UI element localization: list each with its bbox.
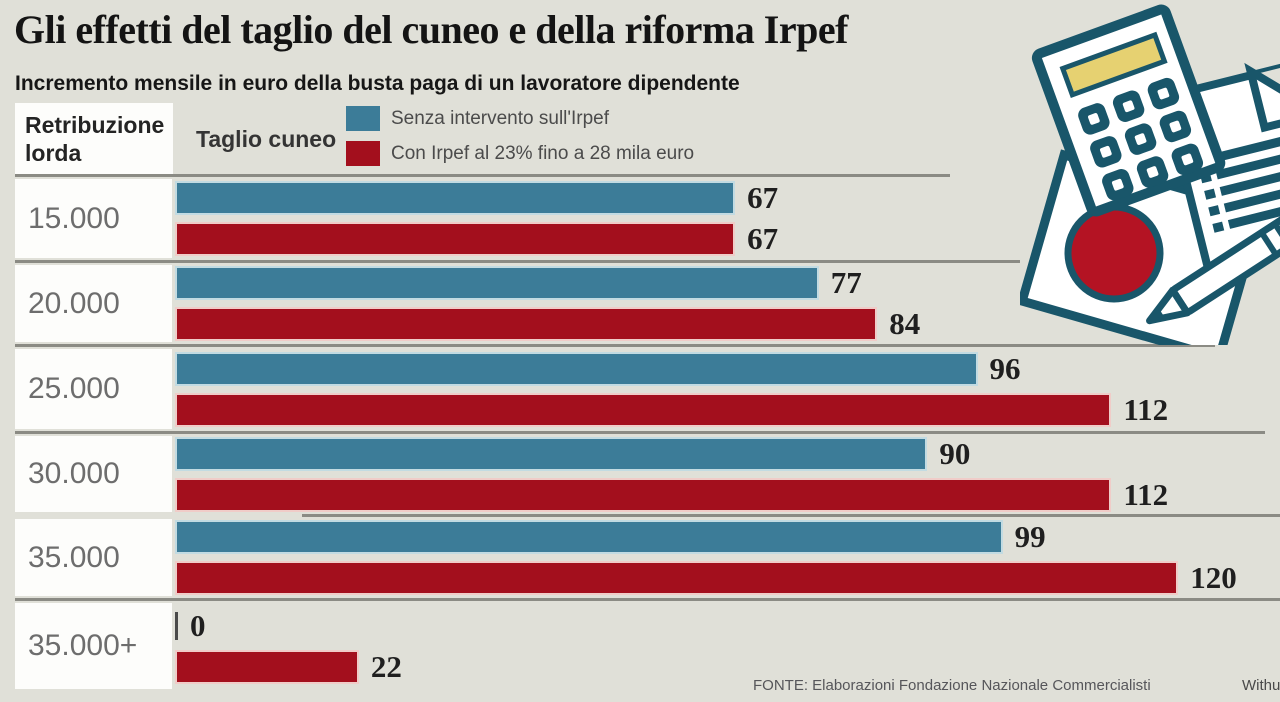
separator-line — [15, 174, 950, 177]
salary-group: 15.000 67 67 — [0, 177, 1280, 260]
legend-swatch-blue — [346, 106, 380, 131]
bar-row: 120 — [175, 561, 1280, 595]
legend-item-blue: Senza intervento sull'Irpef — [346, 106, 609, 131]
bar-row: 84 — [175, 307, 1280, 341]
bar-row: 0 — [175, 607, 1280, 643]
value-label: 67 — [747, 221, 779, 256]
salary-label-box: 15.000 — [15, 179, 172, 258]
salary-label: 25.000 — [28, 372, 120, 405]
salary-label: 20.000 — [28, 286, 120, 320]
column-header-salary: Retribuzione lorda — [15, 103, 173, 177]
legend-label: Senza intervento sull'Irpef — [391, 107, 610, 129]
bar-con-irpef — [175, 561, 1179, 595]
legend-item-red: Con Irpef al 23% fino a 28 mila euro — [346, 141, 694, 166]
value-label: 112 — [1123, 391, 1169, 427]
bar-row: 67 — [175, 222, 1280, 256]
salary-label-box: 20.000 — [15, 265, 172, 342]
bar-senza-irpef — [175, 266, 819, 300]
bar-row: 96 — [175, 350, 1280, 386]
salary-label-box: 35.000+ — [15, 603, 172, 689]
bars-column: 99 120 — [175, 517, 1280, 598]
salary-label-box: 25.000 — [15, 349, 172, 429]
salary-label: 35.000 — [28, 540, 120, 574]
bar-row: 99 — [175, 520, 1280, 554]
value-label: 0 — [190, 607, 206, 643]
bar-row: 90 — [175, 435, 1280, 471]
value-label: 96 — [989, 350, 1021, 386]
column-header-cut: Taglio cuneo — [196, 126, 337, 152]
bar-con-irpef — [175, 222, 736, 256]
source-note: FONTE: Elaborazioni Fondazione Nazionale… — [753, 677, 1151, 694]
separator-line — [15, 431, 1265, 434]
value-label: 77 — [830, 265, 862, 300]
list-document-icon — [1160, 56, 1280, 272]
value-label: 120 — [1190, 560, 1237, 595]
separator-line — [15, 260, 1020, 263]
bar-con-irpef — [175, 649, 359, 684]
bars-column: 96 112 — [175, 347, 1280, 431]
salary-group: 25.000 96 112 — [0, 347, 1280, 431]
value-label: 90 — [939, 435, 971, 471]
salary-label: 30.000 — [28, 457, 120, 490]
bar-con-irpef — [175, 477, 1112, 512]
calculator-document-pen-illustration — [1020, 4, 1280, 345]
bar-row: 112 — [175, 476, 1280, 512]
salary-label-box: 30.000 — [15, 436, 172, 512]
legend-label: Con Irpef al 23% fino a 28 mila euro — [391, 142, 695, 164]
separator-line — [15, 598, 1280, 601]
value-label: 84 — [889, 306, 921, 341]
bar-row: 77 — [175, 266, 1280, 300]
bar-row: 112 — [175, 391, 1280, 427]
bars-column: 0 22 — [175, 601, 1280, 691]
bar-senza-irpef — [175, 351, 978, 386]
credit-note: Withu — [1242, 677, 1280, 694]
separator-line — [15, 344, 1215, 347]
separator-line — [302, 514, 1280, 517]
red-circle-icon — [1064, 203, 1164, 303]
bar-row: 67 — [175, 181, 1280, 215]
bar-row: 22 — [175, 648, 1280, 684]
bar-con-irpef — [175, 307, 878, 341]
salary-group: 35.000+ 0 22 — [0, 601, 1280, 691]
bar-senza-irpef — [175, 520, 1003, 554]
bar-senza-irpef — [175, 436, 928, 471]
salary-label: 15.000 — [28, 201, 120, 235]
chart-subtitle: Incremento mensile in euro della busta p… — [15, 72, 740, 95]
bar-con-irpef — [175, 392, 1112, 427]
salary-group: 30.000 90 112 — [0, 434, 1280, 514]
salary-group: 20.000 77 84 — [0, 263, 1280, 344]
value-label: 112 — [1123, 476, 1169, 512]
value-label: 22 — [370, 648, 402, 684]
salary-label: 35.000+ — [28, 629, 138, 662]
calculator-icon — [1031, 4, 1226, 217]
zero-tick — [175, 611, 178, 640]
value-label: 67 — [747, 180, 779, 215]
salary-label-box: 35.000 — [15, 519, 172, 596]
bars-column: 90 112 — [175, 434, 1280, 514]
salary-group: 35.000 99 120 — [0, 517, 1280, 598]
bar-senza-irpef — [175, 181, 736, 215]
page-title: Gli effetti del taglio del cuneo e della… — [14, 7, 848, 52]
value-label: 99 — [1014, 519, 1046, 554]
bars-column: 77 84 — [175, 263, 1280, 344]
legend-swatch-red — [346, 141, 380, 166]
pen-icon — [1146, 195, 1280, 325]
bars-column: 67 67 — [175, 177, 1280, 260]
